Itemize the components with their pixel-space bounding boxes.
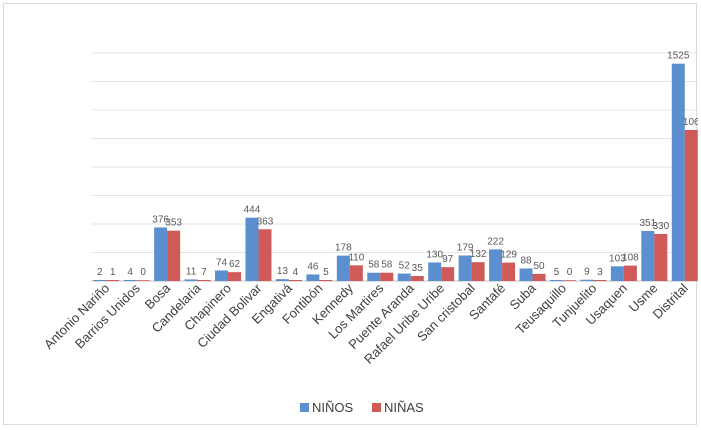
data-label: 108 <box>622 253 639 264</box>
bar-ninos <box>336 255 350 281</box>
bar-ninas <box>684 129 698 281</box>
bar-ninos <box>549 280 563 281</box>
data-label: 106 <box>683 117 698 128</box>
data-label: 35 <box>412 263 424 274</box>
data-label: 4 <box>127 267 133 278</box>
bar-ninos <box>397 273 411 281</box>
bar-ninas <box>502 262 516 281</box>
data-label: 4 <box>293 267 299 278</box>
data-label: 97 <box>442 254 454 265</box>
data-label: 74 <box>216 257 228 268</box>
data-label: 330 <box>652 221 669 232</box>
data-label: 178 <box>335 243 352 254</box>
data-label: 62 <box>229 259 241 270</box>
bar-ninos <box>671 63 685 281</box>
bar-ninos <box>458 255 472 281</box>
bar-ninos <box>275 279 289 281</box>
data-label: 444 <box>244 205 261 216</box>
data-label: 103 <box>609 253 626 264</box>
bar-ninas <box>349 265 363 281</box>
bar-ninas <box>197 280 211 281</box>
data-label: 7 <box>201 267 207 278</box>
data-label: 363 <box>257 216 274 227</box>
bar-ninas <box>136 280 150 281</box>
bar-ninos <box>306 274 320 281</box>
bar-ninas <box>288 280 302 281</box>
bar-ninos <box>184 279 198 281</box>
data-label: 110 <box>348 252 364 263</box>
data-label: 376 <box>152 214 169 225</box>
data-label: 5 <box>554 267 560 278</box>
data-label: 52 <box>399 261 411 272</box>
legend-swatch-ninas <box>372 403 381 412</box>
data-label: 58 <box>381 260 393 271</box>
bar-ninas <box>106 280 120 281</box>
data-label: 5 <box>323 267 329 278</box>
bar-ninas <box>410 276 424 281</box>
bar-ninas <box>654 233 668 281</box>
bar-ninas <box>471 262 485 281</box>
data-label: 88 <box>520 255 532 266</box>
bar-ninos <box>641 230 655 281</box>
bar-ninas <box>380 272 394 281</box>
data-label: 129 <box>500 250 517 261</box>
data-label: 13 <box>277 266 289 277</box>
bar-ninas <box>441 267 455 281</box>
data-label: 50 <box>533 261 545 272</box>
legend-label-ninas: NIÑAS <box>384 400 424 415</box>
bar-ninas <box>167 230 181 281</box>
bar-ninos <box>610 266 624 281</box>
data-label: 353 <box>165 218 182 229</box>
bar-ninas <box>532 273 546 281</box>
bar-ninas <box>258 229 272 281</box>
data-label: 3 <box>597 267 603 278</box>
data-label: 351 <box>639 218 656 229</box>
bar-ninos <box>245 217 259 281</box>
legend-label-ninos: NIÑOS <box>312 400 354 415</box>
data-label: 11 <box>186 266 197 277</box>
bar-ninas <box>562 280 576 281</box>
bar-ninas <box>593 280 607 281</box>
data-label: 130 <box>426 249 443 260</box>
bar-ninos <box>580 279 594 281</box>
data-label: 0 <box>140 267 146 278</box>
bar-ninos <box>154 227 168 281</box>
bar-ninos <box>123 280 137 281</box>
data-label: 46 <box>307 261 319 272</box>
bar-ninos <box>489 249 503 281</box>
data-label: 58 <box>368 260 380 271</box>
bar-ninos <box>367 272 381 281</box>
data-label: 132 <box>470 249 487 260</box>
data-label: 1525 <box>667 51 690 62</box>
data-label: 1 <box>110 267 116 278</box>
data-label: 0 <box>567 267 573 278</box>
bar-ninos <box>93 280 107 281</box>
data-label: 2 <box>97 267 103 278</box>
data-label: 9 <box>584 267 590 278</box>
bar-ninas <box>319 280 333 281</box>
bar-ninas <box>623 265 637 281</box>
data-label: 222 <box>487 236 504 247</box>
bar-ninos <box>428 262 442 281</box>
bar-ninas <box>228 272 242 281</box>
legend-swatch-ninos <box>300 403 309 412</box>
bar-ninos <box>519 268 533 281</box>
bar-ninos <box>215 270 229 281</box>
chart-frame: 2 4 376 11 74 444 13 46 178 58 52 130 179 222 88 5 9 103 3… <box>3 3 698 425</box>
data-label: 179 <box>457 242 474 253</box>
